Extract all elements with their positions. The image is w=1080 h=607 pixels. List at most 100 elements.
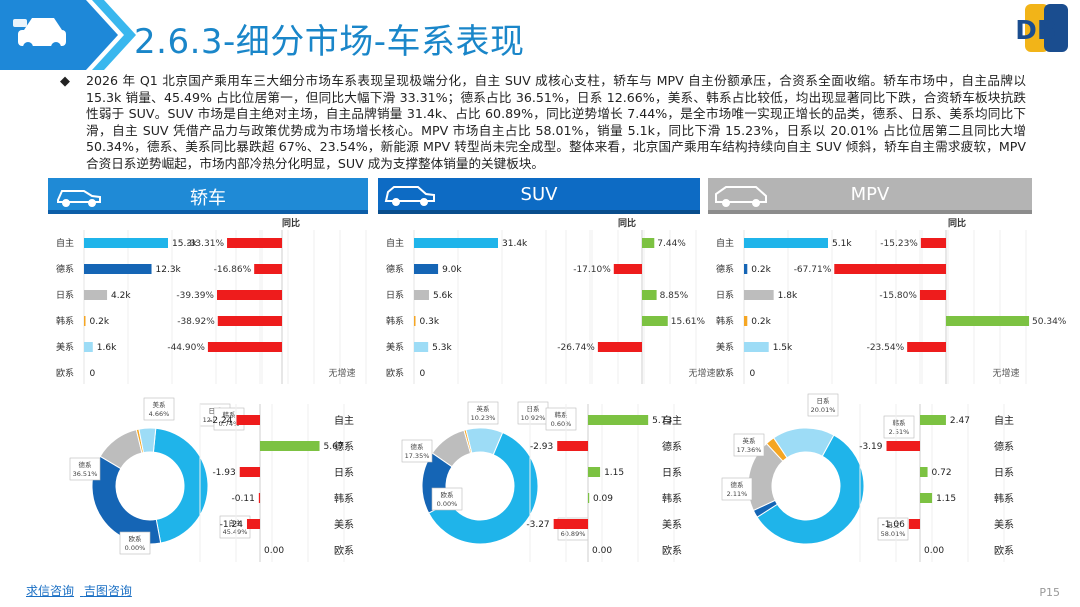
share-change-label-自主: 5.73: [652, 416, 672, 426]
donut-label-box-德系: [401, 439, 433, 463]
volume-bar-德系: [414, 264, 439, 274]
category-label-美系: 美系: [56, 341, 74, 353]
yoy-bar-德系: [834, 264, 946, 274]
yoy-label-德系: -16.86%: [214, 265, 252, 275]
share-change-category-自主: 自主: [334, 414, 354, 427]
volume-bar-韩系: [84, 316, 86, 326]
category-label-欧系: 欧系: [56, 367, 74, 379]
band-mpv: MPV: [708, 178, 1032, 214]
yoy-label-自主: 7.44%: [657, 239, 686, 249]
share-change-label-韩系: 0.09: [593, 494, 613, 504]
category-label-自主: 自主: [386, 237, 404, 249]
share-change-bar-韩系: [258, 493, 261, 503]
volume-label-欧系: 0: [750, 369, 756, 379]
donut-label-德系: 德系: [79, 460, 93, 469]
yoy-bar-韩系: [946, 316, 1030, 326]
share-change-category-日系: 日系: [662, 467, 682, 479]
volume-label-欧系: 0: [90, 369, 96, 379]
bullet-marker: ◆: [60, 74, 70, 89]
donut-label-韩系: 韩系: [223, 410, 237, 419]
share-change-bar-日系: [588, 467, 601, 477]
donut-label-欧系: 欧系: [441, 490, 455, 499]
category-label-自主: 自主: [716, 237, 734, 249]
share-change-bar-韩系: [920, 493, 933, 503]
share-change-category-韩系: 韩系: [994, 492, 1014, 505]
donut-label-美系: 10.23%: [471, 414, 496, 422]
donut-label-德系: 17.35%: [405, 452, 430, 460]
donut-label-自主: 自主: [887, 520, 901, 529]
donut-label-box-自主: [877, 517, 909, 541]
share-change-bar-美系: [553, 519, 588, 529]
donut-slice-自主: [428, 431, 539, 545]
panel-MPV: 自主 5.1k 德系 0.2k 日系 1.8k 韩系 0.2k 美系 1.5k 欧系 0 同比 -15.2…: [716, 217, 1067, 562]
donut-slice-自主: [152, 427, 209, 544]
donut-label-box-美系: [143, 397, 175, 421]
yoy-bar-日系: [919, 290, 946, 300]
category-label-自主: 自主: [56, 237, 74, 249]
yoy-bar-自主: [227, 238, 282, 248]
category-label-德系: 德系: [716, 263, 734, 275]
yoy-label-韩系: -38.92%: [177, 317, 215, 327]
volume-label-德系: 12.3k: [156, 265, 182, 275]
share-change-bar-韩系: [588, 493, 590, 503]
category-label-韩系: 韩系: [56, 315, 74, 327]
charts-canvas: 自主 15.3k 德系 12.3k 日系 4.2k 韩系 0.2k 美系 1.6k 欧系 0 同比 -33…: [56, 217, 1067, 562]
share-change-category-美系: 美系: [662, 518, 682, 531]
yoy-bar-美系: [597, 342, 642, 352]
yoy-label-韩系: 50.34%: [1032, 317, 1067, 327]
share-change-category-欧系: 欧系: [334, 545, 354, 557]
footer-link-qiuxin[interactable]: 求信咨询: [26, 584, 75, 598]
donut-slice-美系: [773, 427, 835, 459]
donut-label-欧系: 0.00%: [437, 500, 458, 508]
category-label-韩系: 韩系: [386, 315, 404, 327]
share-change-label-日系: 0.72: [932, 468, 952, 478]
yoy-bar-美系: [907, 342, 946, 352]
share-change-category-韩系: 韩系: [662, 492, 682, 505]
donut-label-box-欧系: [431, 487, 463, 511]
donut-label-日系: 20.01%: [811, 406, 836, 414]
donut-label-德系: 德系: [731, 480, 745, 489]
mpv-icon: [715, 186, 767, 207]
category-label-日系: 日系: [716, 290, 734, 301]
header-bar: DB: [0, 0, 1068, 70]
donut-label-德系: 36.51%: [73, 470, 98, 478]
category-label-韩系: 韩系: [716, 315, 734, 327]
footer-link-jitu[interactable]: 吉图咨询: [83, 584, 132, 598]
share-change-category-自主: 自主: [994, 414, 1014, 427]
yoy-bar-韩系: [217, 316, 282, 326]
volume-label-自主: 31.4k: [502, 239, 528, 249]
donut-label-美系: 英系: [743, 436, 757, 445]
category-label-德系: 德系: [56, 263, 74, 275]
volume-bar-德系: [744, 264, 748, 274]
volume-label-美系: 1.6k: [97, 343, 117, 353]
yoy-bar-自主: [920, 238, 946, 248]
donut-label-自主: 60.89%: [561, 530, 586, 538]
share-change-label-美系: -1.06: [882, 520, 906, 530]
band-label-sedan: 轿车: [190, 188, 226, 209]
donut-label-韩系: 2.51%: [889, 428, 910, 436]
yoy-label-欧系: 无增速: [992, 367, 1019, 379]
band-label-suv: SUV: [520, 184, 558, 205]
volume-bar-自主: [84, 238, 168, 248]
share-change-bar-自主: [236, 415, 260, 425]
yoy-title: 同比: [282, 217, 300, 229]
volume-bar-日系: [744, 290, 774, 300]
share-change-bar-德系: [557, 441, 588, 451]
share-change-label-日系: 1.15: [604, 468, 624, 478]
share-change-bar-德系: [260, 441, 320, 451]
car-icon: [13, 18, 66, 52]
share-change-category-美系: 美系: [334, 518, 354, 531]
share-change-category-美系: 美系: [994, 518, 1014, 531]
category-label-欧系: 欧系: [716, 367, 734, 379]
yoy-bar-自主: [642, 238, 655, 248]
share-change-category-欧系: 欧系: [994, 545, 1014, 557]
sedan-icon: [57, 190, 101, 207]
category-label-德系: 德系: [386, 263, 404, 275]
donut-label-自主: 45.49%: [223, 528, 248, 536]
volume-bar-美系: [84, 342, 93, 352]
band-suv: SUV: [378, 178, 700, 214]
share-change-bar-自主: [588, 415, 649, 425]
share-change-label-欧系: 0.00: [592, 546, 612, 556]
category-label-美系: 美系: [386, 341, 404, 353]
yoy-title: 同比: [618, 217, 636, 229]
